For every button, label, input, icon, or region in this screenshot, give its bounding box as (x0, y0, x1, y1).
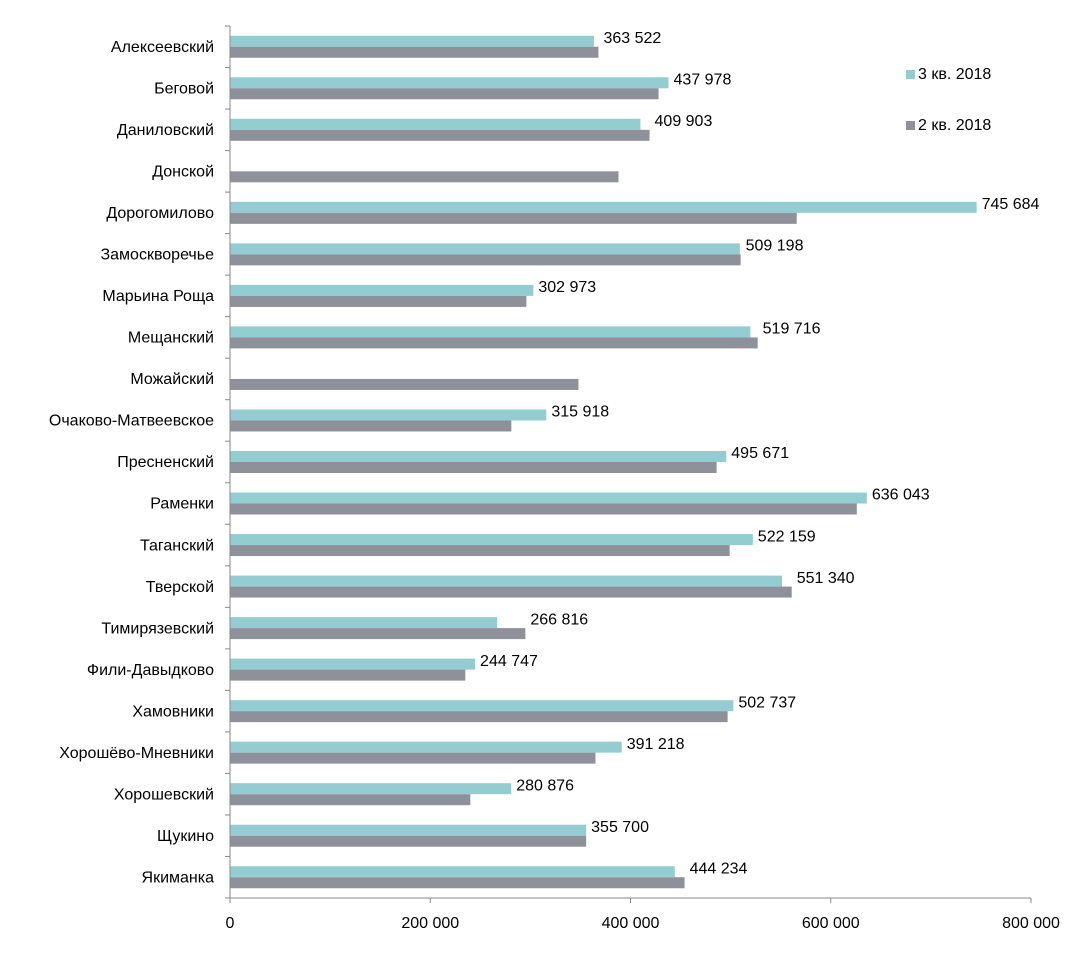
legend-label: 2 кв. 2018 (918, 117, 991, 134)
data-label: 437 978 (674, 72, 732, 89)
bar-series-1 (230, 575, 783, 587)
bar-series-2 (230, 129, 650, 141)
bar-series-2 (230, 295, 527, 307)
bar-series-2 (230, 711, 728, 723)
bar-series-2 (230, 254, 741, 266)
bar-series-1 (230, 534, 753, 546)
bar-series-2 (230, 88, 659, 100)
bar-series-2 (230, 420, 512, 432)
data-label: 636 043 (872, 487, 930, 504)
data-label: 502 737 (738, 694, 796, 711)
category-label: Марьина Роща (102, 288, 214, 305)
bar-series-1 (230, 77, 669, 89)
category-label: Раменки (150, 496, 214, 513)
bar-series-2 (230, 212, 797, 224)
bar-series-2 (230, 503, 857, 515)
data-label: 391 218 (627, 736, 685, 753)
category-label: Очаково-Матвеевское (49, 413, 214, 430)
bar-series-2 (230, 794, 471, 806)
data-label: 551 340 (797, 570, 855, 587)
data-label: 519 716 (763, 321, 821, 338)
bar-series-1 (230, 451, 727, 462)
bar-series-2 (230, 462, 717, 473)
legend-swatch (906, 70, 915, 79)
category-label: Тимирязевский (101, 620, 214, 637)
category-label: Хорошевский (114, 786, 214, 803)
bar-series-2 (230, 545, 730, 557)
bar-series-1 (230, 243, 740, 255)
bar-series-2 (230, 586, 792, 598)
bar-series-1 (230, 35, 594, 47)
x-tick-label: 400 000 (602, 915, 660, 932)
data-label: 280 876 (516, 777, 574, 794)
data-label: 745 684 (982, 196, 1040, 213)
bar-series-1 (230, 866, 675, 878)
bar-series-2 (230, 877, 685, 889)
category-label: Пресненский (117, 454, 214, 471)
category-label: Хамовники (132, 703, 214, 720)
data-label: 302 973 (538, 279, 596, 296)
bar-series-1 (230, 824, 587, 836)
category-label: Щукино (157, 828, 214, 845)
bar-series-1 (230, 658, 476, 670)
bar-series-2 (230, 752, 596, 764)
bar-series-2 (230, 378, 579, 390)
category-label: Алексеевский (111, 39, 214, 56)
bar-series-1 (230, 326, 751, 338)
data-label: 522 159 (758, 528, 816, 545)
bar-series-2 (230, 669, 466, 681)
x-tick-label: 600 000 (802, 915, 860, 932)
data-label: 244 747 (480, 653, 538, 670)
bar-series-1 (230, 700, 734, 712)
bar-series-1 (230, 617, 498, 629)
category-label: Таганский (140, 537, 214, 554)
category-label: Мещанский (128, 330, 214, 347)
bar-series-1 (230, 201, 977, 213)
data-label: 355 700 (591, 819, 649, 836)
data-label: 363 522 (603, 30, 661, 47)
category-label: Хорошёво-Мневники (59, 745, 214, 762)
data-label: 266 816 (530, 611, 588, 628)
x-tick-label: 200 000 (401, 915, 459, 932)
bar-series-1 (230, 741, 622, 753)
legend-label: 3 кв. 2018 (918, 66, 991, 83)
bar-series-2 (230, 337, 758, 349)
bar-series-1 (230, 492, 867, 504)
bar-series-2 (230, 171, 619, 183)
category-label: Дорогомилово (106, 205, 214, 222)
category-label: Замоскворечье (100, 247, 214, 264)
category-label: Даниловский (117, 122, 214, 139)
bar-series-2 (230, 628, 526, 640)
data-label: 409 903 (655, 113, 713, 130)
data-label: 444 234 (690, 860, 748, 877)
data-label: 315 918 (551, 404, 609, 421)
category-label: Донской (152, 164, 214, 181)
bar-series-2 (230, 835, 587, 847)
category-label: Фили-Давыдково (87, 662, 214, 679)
data-label: 495 671 (731, 445, 789, 462)
category-label: Тверской (146, 579, 214, 596)
category-label: Якиманка (142, 869, 215, 886)
bar-series-1 (230, 118, 641, 130)
data-label: 509 198 (746, 238, 804, 255)
bar-series-1 (230, 284, 534, 296)
legend-swatch (906, 121, 915, 130)
bar-series-1 (230, 783, 512, 795)
category-label: Беговой (154, 81, 214, 98)
category-label: Можайский (130, 371, 214, 388)
x-tick-label: 0 (226, 915, 235, 932)
x-tick-label: 800 000 (1002, 915, 1060, 932)
bar-series-2 (230, 46, 599, 58)
bar-series-1 (230, 409, 547, 421)
